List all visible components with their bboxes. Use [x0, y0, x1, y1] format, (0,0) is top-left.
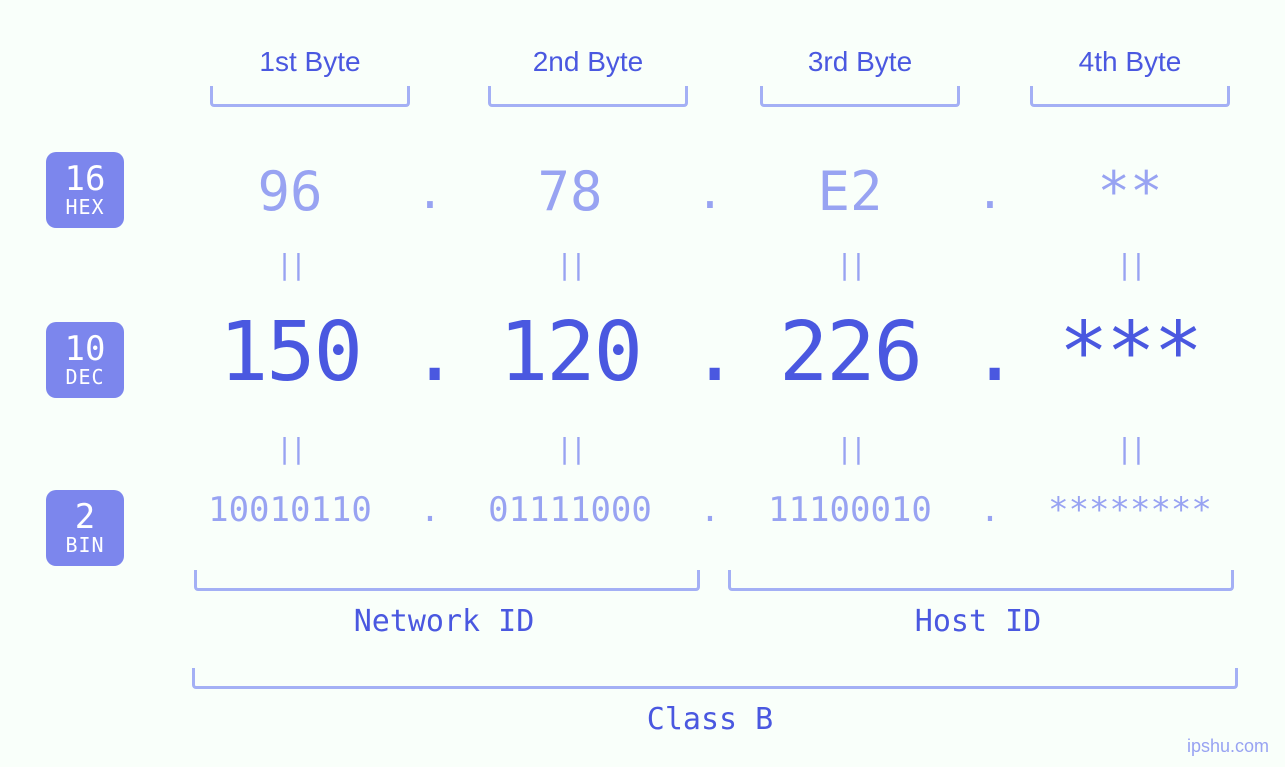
hex-byte-3: E2: [730, 160, 970, 223]
class-bracket: [192, 668, 1238, 689]
dot-separator: .: [970, 305, 1010, 400]
equals-icon: ||: [450, 248, 690, 281]
dot-separator: .: [690, 305, 730, 400]
dot-separator: .: [410, 165, 450, 219]
bin-byte-3: 11100010: [730, 490, 970, 530]
dec-row: 150 . 120 . 226 . ***: [0, 305, 1285, 400]
bin-byte-2: 01111000: [450, 490, 690, 530]
equals-icon: ||: [1010, 432, 1250, 465]
dot-separator: .: [410, 490, 450, 530]
class-label: Class B: [560, 702, 860, 737]
dec-byte-4: ***: [1010, 305, 1250, 400]
bracket-icon: [488, 86, 688, 107]
dec-byte-1: 150: [170, 305, 410, 400]
network-id-label: Network ID: [294, 604, 594, 639]
byte-header-2: 2nd Byte: [488, 46, 688, 107]
byte-label-4: 4th Byte: [1030, 46, 1230, 78]
dot-separator: .: [970, 490, 1010, 530]
byte-label-2: 2nd Byte: [488, 46, 688, 78]
byte-label-1: 1st Byte: [210, 46, 410, 78]
watermark: ipshu.com: [1187, 736, 1269, 757]
bracket-icon: [760, 86, 960, 107]
network-id-bracket: [194, 570, 700, 591]
host-id-label: Host ID: [828, 604, 1128, 639]
byte-header-1: 1st Byte: [210, 46, 410, 107]
byte-label-3: 3rd Byte: [760, 46, 960, 78]
dot-separator: .: [690, 165, 730, 219]
bin-byte-4: ********: [1010, 490, 1250, 530]
equals-icon: ||: [730, 432, 970, 465]
bin-row: 10010110 . 01111000 . 11100010 . *******…: [0, 490, 1285, 530]
badge-bin-txt: BIN: [65, 535, 104, 556]
ip-diagram: 1st Byte 2nd Byte 3rd Byte 4th Byte 16 H…: [0, 0, 1285, 767]
equals-icon: ||: [170, 248, 410, 281]
dec-byte-3: 226: [730, 305, 970, 400]
bracket-icon: [1030, 86, 1230, 107]
equals-icon: ||: [170, 432, 410, 465]
dot-separator: .: [970, 165, 1010, 219]
hex-byte-2: 78: [450, 160, 690, 223]
dot-separator: .: [410, 305, 450, 400]
bin-byte-1: 10010110: [170, 490, 410, 530]
equals-icon: ||: [450, 432, 690, 465]
host-id-bracket: [728, 570, 1234, 591]
byte-header-3: 3rd Byte: [760, 46, 960, 107]
hex-row: 96 . 78 . E2 . **: [0, 160, 1285, 223]
equals-icon: ||: [1010, 248, 1250, 281]
byte-header-4: 4th Byte: [1030, 46, 1230, 107]
equals-row-2: || || || ||: [0, 432, 1285, 465]
hex-byte-1: 96: [170, 160, 410, 223]
hex-byte-4: **: [1010, 160, 1250, 223]
equals-icon: ||: [730, 248, 970, 281]
bracket-icon: [210, 86, 410, 107]
dec-byte-2: 120: [450, 305, 690, 400]
dot-separator: .: [690, 490, 730, 530]
equals-row-1: || || || ||: [0, 248, 1285, 281]
